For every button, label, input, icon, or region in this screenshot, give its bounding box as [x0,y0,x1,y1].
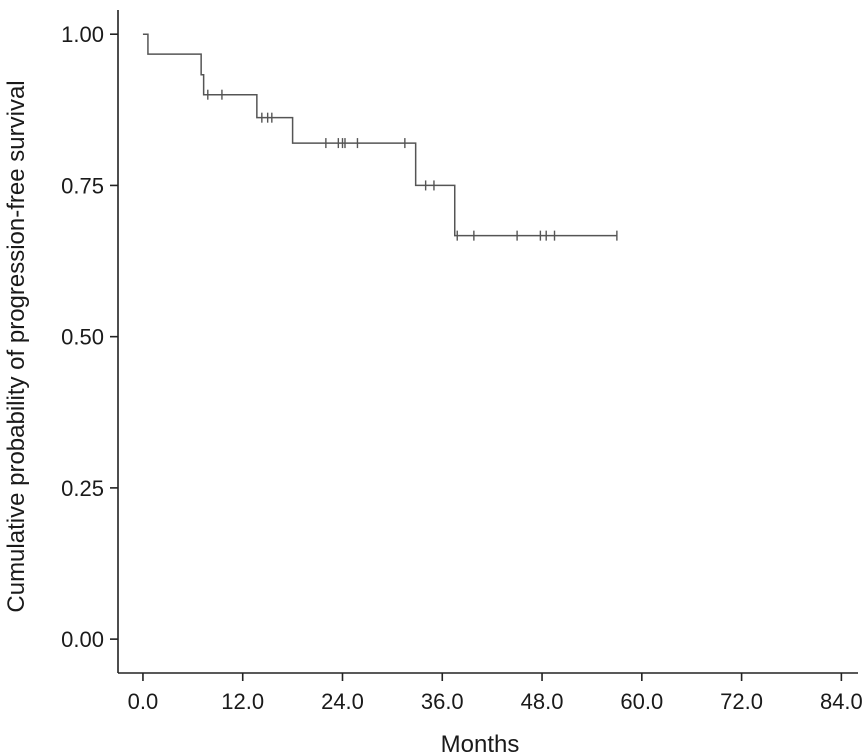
x-tick-label: 0.0 [128,689,159,714]
x-tick-label: 48.0 [521,689,564,714]
x-axis-title: Months [441,731,520,755]
axes: 0.00 0.25 0.50 0.75 1.00 0.0 12.0 24.0 36.0 48.0 6… [61,10,863,714]
y-tick-label: 0.50 [61,325,104,350]
x-tick-label: 24.0 [321,689,364,714]
y-tick-label: 0.25 [61,476,104,501]
survival-curve [142,33,617,237]
y-tick-label: 0.00 [61,627,104,652]
plot-area [142,33,618,241]
y-tick-label: 0.75 [61,173,104,198]
y-axis-title: Cumulative probability of progression-fr… [3,80,30,612]
x-tick-label: 12.0 [221,689,264,714]
x-tick-label: 72.0 [720,689,763,714]
x-tick-label: 60.0 [620,689,663,714]
x-tick-label: 84.0 [820,689,863,714]
y-tick-label: 1.00 [61,22,104,47]
x-tick-label: 36.0 [421,689,464,714]
